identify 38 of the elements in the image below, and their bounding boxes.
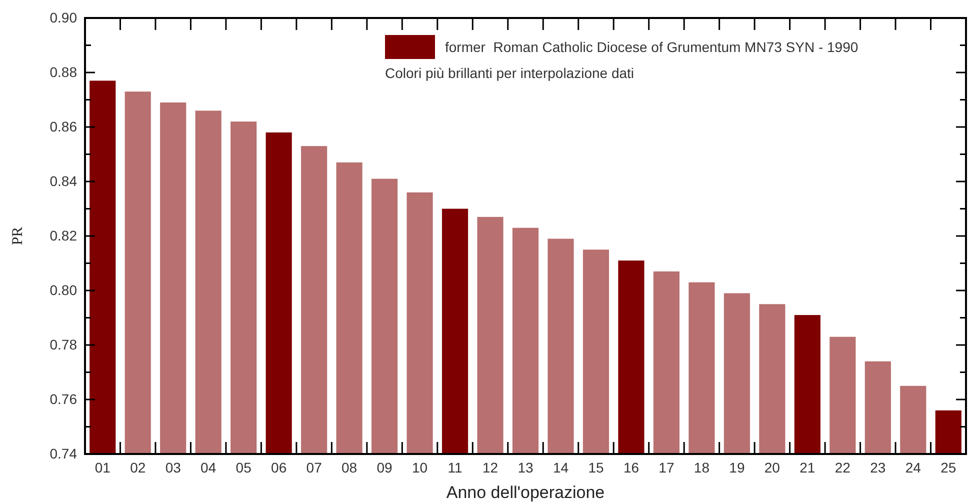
x-tick-label: 02 bbox=[130, 459, 146, 476]
x-tick-label: 03 bbox=[165, 459, 182, 476]
x-tick-label: 06 bbox=[271, 459, 287, 476]
y-tick-label: 0.78 bbox=[50, 336, 78, 352]
y-tick-label: 0.86 bbox=[50, 118, 78, 134]
x-tick-label: 11 bbox=[448, 459, 462, 476]
x-tick-label: 01 bbox=[94, 459, 111, 476]
x-tick-label: 22 bbox=[834, 459, 851, 476]
x-tick-label: 16 bbox=[623, 459, 640, 476]
x-tick-label: 20 bbox=[764, 459, 780, 476]
x-tick-label: 23 bbox=[870, 459, 886, 476]
x-tick-label: 21 bbox=[800, 459, 816, 476]
x-tick-label: 12 bbox=[482, 459, 498, 476]
legend-label: former Roman Catholic Diocese of Grumentum MN73 SYN - 1990 bbox=[445, 39, 858, 55]
y-tick-label: 0.84 bbox=[50, 172, 78, 189]
x-tick-label: 10 bbox=[412, 459, 428, 476]
y-tick-label: 0.90 bbox=[50, 9, 78, 26]
x-tick-label: 15 bbox=[588, 459, 604, 476]
x-tick-label: 04 bbox=[200, 459, 216, 476]
x-tick-label: 18 bbox=[694, 459, 710, 476]
y-tick-label: 0.82 bbox=[50, 227, 78, 244]
x-tick-label: 25 bbox=[940, 459, 956, 476]
x-tick-label: 09 bbox=[376, 459, 393, 476]
x-tick-label: 08 bbox=[342, 459, 358, 476]
x-tick-label: 05 bbox=[236, 459, 252, 476]
x-tick-label: 19 bbox=[729, 459, 745, 476]
x-tick-label: 07 bbox=[306, 459, 322, 476]
y-tick-label: 0.80 bbox=[50, 282, 78, 298]
x-tick-label: 13 bbox=[518, 459, 534, 476]
y-tick-label: 0.74 bbox=[50, 445, 78, 462]
y-tick-label: 0.76 bbox=[50, 390, 78, 407]
x-tick-label: 24 bbox=[905, 459, 922, 476]
x-tick-label: 14 bbox=[552, 459, 569, 476]
y-tick-label: 0.88 bbox=[50, 64, 78, 80]
x-tick-label: 17 bbox=[658, 459, 674, 476]
x-axis-title: Anno dell'operazione bbox=[446, 483, 605, 502]
y-axis-title: PR bbox=[10, 226, 26, 246]
annotation: Colori più brillanti per interpolazione dati bbox=[385, 65, 634, 81]
